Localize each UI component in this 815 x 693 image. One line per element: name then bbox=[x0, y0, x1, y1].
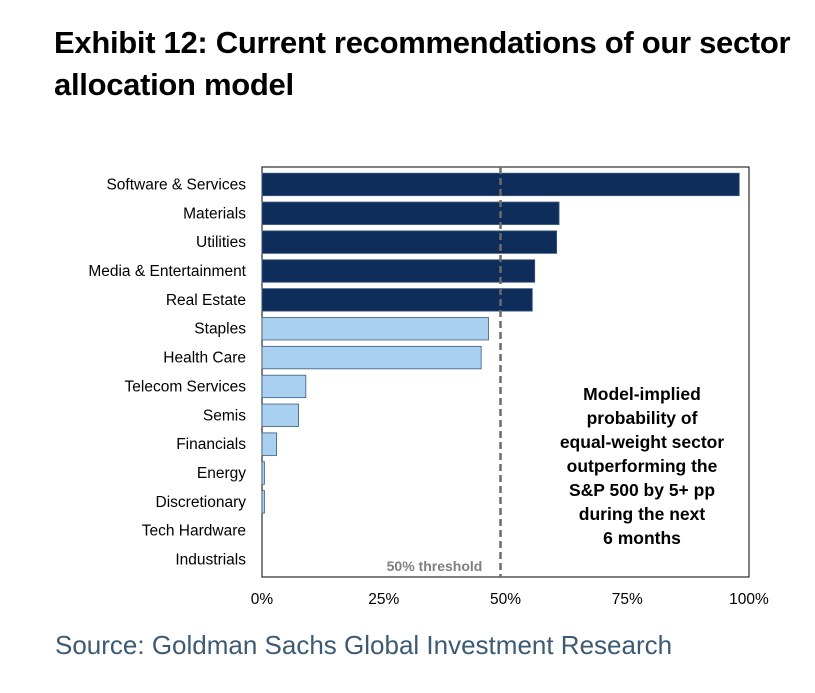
x-tick-label-3: 75% bbox=[612, 591, 643, 608]
x-tick-labels: 0% 25% 50% 75% 100% bbox=[251, 591, 769, 608]
category-label-3: Media & Entertainment bbox=[88, 263, 246, 280]
bar-5 bbox=[261, 317, 489, 341]
category-label-4: Real Estate bbox=[166, 292, 246, 309]
x-tick-label-4: 100% bbox=[729, 591, 769, 608]
bar-3 bbox=[261, 259, 536, 283]
bar-2 bbox=[261, 230, 558, 254]
bar-1 bbox=[261, 201, 560, 225]
exhibit-title-line-2: allocation model bbox=[54, 67, 294, 102]
category-label-2: Utilities bbox=[196, 234, 246, 251]
annotation-line-2: equal-weight sector bbox=[560, 432, 725, 452]
bar-8 bbox=[261, 403, 299, 427]
category-labels: Software & Services Materials Utilities Med… bbox=[88, 176, 246, 568]
category-label-6: Health Care bbox=[163, 350, 246, 367]
category-label-7: Telecom Services bbox=[125, 378, 247, 395]
x-tick-label-0: 0% bbox=[251, 591, 274, 608]
bar-10 bbox=[261, 461, 265, 485]
category-label-10: Energy bbox=[197, 465, 246, 482]
x-tick-label-2: 50% bbox=[490, 591, 521, 608]
category-label-11: Discretionary bbox=[156, 494, 247, 511]
bar-7 bbox=[261, 374, 307, 399]
sector-allocation-chart: Software & Services Materials Utilities Med… bbox=[88, 166, 769, 608]
category-label-9: Financials bbox=[176, 436, 246, 453]
exhibit-title-line-1: Exhibit 12: Current recommendations of o… bbox=[54, 25, 791, 60]
exhibit-title: Exhibit 12: Current recommendations of o… bbox=[54, 22, 804, 106]
category-label-0: Software & Services bbox=[106, 176, 246, 193]
bar-6 bbox=[261, 345, 482, 370]
category-label-8: Semis bbox=[203, 407, 246, 424]
annotation-line-5: during the next bbox=[579, 504, 706, 524]
bar-9 bbox=[261, 432, 278, 456]
plot-frame bbox=[261, 166, 750, 578]
threshold-label: 50% threshold bbox=[387, 558, 483, 574]
annotation-line-4: S&P 500 by 5+ pp bbox=[569, 480, 715, 500]
annotation-text-block: Model-implied probability of equal-weight … bbox=[560, 384, 725, 548]
category-label-1: Materials bbox=[183, 205, 246, 222]
annotation-line-3: outperforming the bbox=[567, 456, 718, 476]
bars-group bbox=[261, 172, 740, 514]
category-label-13: Industrials bbox=[175, 552, 246, 569]
bar-11 bbox=[261, 490, 265, 514]
bar-4 bbox=[261, 288, 533, 312]
category-label-12: Tech Hardware bbox=[142, 523, 246, 540]
annotation-line-0: Model-implied bbox=[583, 384, 701, 404]
x-tick-label-1: 25% bbox=[368, 591, 399, 608]
category-label-5: Staples bbox=[194, 321, 246, 338]
annotation-line-1: probability of bbox=[587, 408, 698, 428]
annotation-line-6: 6 months bbox=[603, 528, 681, 548]
source-note: Source: Goldman Sachs Global Investment … bbox=[55, 630, 673, 660]
